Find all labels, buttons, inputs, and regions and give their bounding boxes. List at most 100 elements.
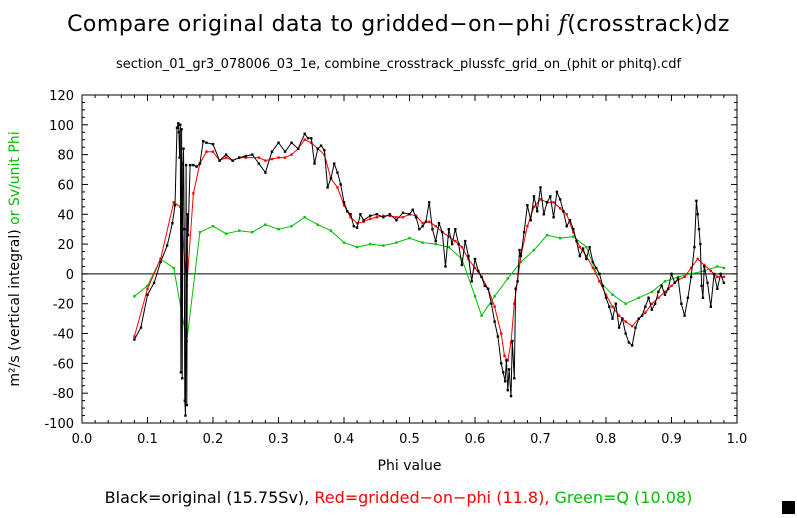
- data-point-original: [621, 317, 624, 320]
- data-point-original: [359, 213, 362, 216]
- data-point-original: [513, 377, 516, 380]
- data-point-original: [703, 265, 706, 268]
- y-tick-label: 100: [49, 119, 74, 134]
- data-point-gridded-on-phi: [401, 216, 405, 219]
- data-point-original: [467, 254, 470, 258]
- x-tick-label: 1.0: [727, 432, 748, 447]
- data-point-gridded-on-phi: [506, 359, 509, 362]
- data-point-gridded-on-phi: [624, 320, 627, 323]
- data-point-original: [505, 359, 508, 362]
- data-point-Q: [238, 229, 241, 232]
- data-point-Q: [408, 236, 411, 240]
- data-point-gridded-on-phi: [270, 157, 274, 161]
- data-point-original: [184, 414, 187, 417]
- data-point-original: [719, 272, 722, 276]
- data-point-original: [716, 287, 719, 291]
- data-point-Q: [480, 314, 483, 317]
- data-point-original: [712, 272, 716, 276]
- data-point-Q: [493, 295, 496, 298]
- data-point-Q: [303, 216, 306, 219]
- data-point-original: [490, 302, 493, 305]
- data-point-original: [670, 272, 673, 276]
- data-point-original: [447, 227, 450, 231]
- data-point-original: [201, 140, 205, 143]
- data-point-original: [526, 204, 529, 207]
- data-point-original: [182, 227, 186, 231]
- data-point-original: [431, 227, 434, 231]
- data-point-gridded-on-phi: [611, 305, 614, 308]
- data-point-gridded-on-phi: [663, 290, 667, 293]
- y-axis-label-green: or Sv/unit Phi: [7, 131, 23, 229]
- legend-red: Red=gridded−on−phi (11.8),: [314, 488, 550, 507]
- data-point-Q: [519, 260, 523, 264]
- data-point-original: [319, 144, 323, 147]
- data-point-original: [657, 290, 660, 293]
- data-point-original: [181, 377, 184, 380]
- data-point-gridded-on-phi: [617, 314, 621, 317]
- data-point-original: [173, 204, 177, 207]
- data-point-original: [601, 284, 604, 288]
- data-point-original: [165, 244, 169, 247]
- title-text-after: (crosstrack)dz: [567, 12, 730, 37]
- data-point-Q: [146, 284, 149, 288]
- data-point-Q: [447, 245, 450, 249]
- data-point-original: [536, 210, 539, 213]
- data-point-gridded-on-phi: [460, 245, 464, 249]
- y-tick-label: 40: [57, 208, 74, 223]
- data-point-gridded-on-phi: [172, 201, 175, 204]
- data-point-original: [709, 305, 712, 308]
- data-point-original: [506, 389, 509, 392]
- data-point-gridded-on-phi: [670, 284, 673, 288]
- data-point-original: [186, 233, 190, 237]
- y-tick-label: 120: [49, 89, 74, 104]
- data-point-original: [424, 220, 428, 223]
- data-point-original: [352, 225, 356, 228]
- data-point-original: [650, 308, 654, 311]
- data-point-gridded-on-phi: [211, 150, 215, 153]
- data-point-Q: [172, 266, 175, 270]
- data-point-Q: [460, 257, 464, 261]
- data-point-Q: [290, 225, 293, 228]
- data-point-gridded-on-phi: [224, 156, 228, 159]
- data-point-original: [460, 263, 464, 267]
- data-point-gridded-on-phi: [657, 296, 660, 299]
- data-point-gridded-on-phi: [283, 156, 287, 159]
- data-point-original: [342, 201, 346, 204]
- data-point-Q: [676, 275, 680, 279]
- data-point-gridded-on-phi: [473, 266, 477, 270]
- data-point-original: [277, 141, 280, 144]
- data-point-gridded-on-phi: [644, 311, 647, 314]
- data-point-original: [611, 317, 614, 320]
- data-point-original: [549, 195, 552, 198]
- data-point-gridded-on-phi: [585, 254, 588, 258]
- data-point-original: [355, 226, 359, 229]
- data-point-original: [511, 339, 514, 343]
- data-point-original: [532, 195, 536, 198]
- data-point-original: [184, 163, 188, 167]
- data-point-original: [507, 368, 511, 371]
- y-tick-label: -40: [53, 328, 74, 343]
- y-axis-label: m²/s (vertical integral) or Sv/unit Phi: [7, 131, 23, 386]
- data-point-original: [316, 147, 319, 150]
- data-point-original: [695, 199, 698, 203]
- data-point-gridded-on-phi: [427, 220, 431, 223]
- data-point-original: [722, 281, 726, 285]
- data-point-gridded-on-phi: [703, 263, 706, 267]
- data-point-Q: [382, 244, 385, 247]
- data-point-original: [689, 275, 693, 279]
- data-point-original: [382, 216, 385, 219]
- data-point-original: [522, 230, 526, 234]
- data-point-gridded-on-phi: [159, 257, 162, 261]
- data-point-Q: [329, 229, 333, 232]
- data-point-gridded-on-phi: [500, 332, 503, 335]
- data-point-original: [159, 260, 162, 264]
- data-point-Q: [722, 266, 726, 270]
- data-point-gridded-on-phi: [447, 235, 450, 238]
- data-point-original: [369, 214, 372, 217]
- data-point-original: [177, 122, 180, 125]
- data-point-original: [663, 293, 667, 296]
- data-point-original: [133, 338, 136, 341]
- data-point-original: [283, 150, 287, 153]
- data-point-Q: [637, 296, 640, 299]
- x-tick-label: 0.9: [661, 432, 682, 447]
